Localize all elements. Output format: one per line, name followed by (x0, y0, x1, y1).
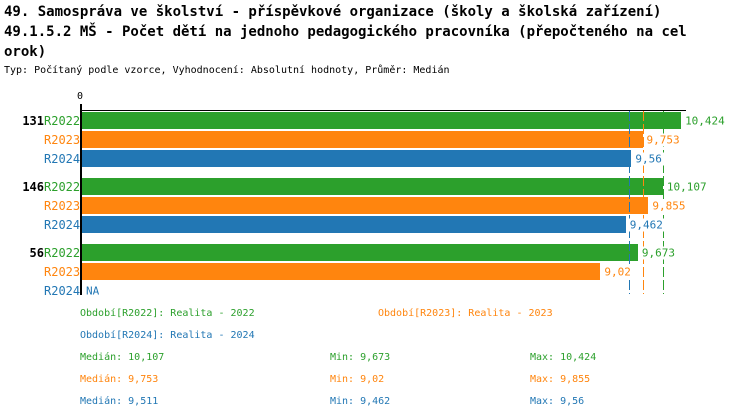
period-label: R2023 (44, 132, 81, 147)
group-label: 146 (22, 179, 44, 194)
bar-zone: 9,56 (82, 150, 750, 167)
bar-value-label: 9,462 (627, 218, 665, 231)
bar-rows: 131 R2022 10,424 R2023 9,753 R2024 9,56 146 R202… (0, 112, 750, 301)
group-label: 131 (22, 113, 44, 128)
bar-row: R2024 9,56 (0, 150, 750, 167)
period-label: R2024 (44, 283, 81, 298)
stat-min-r2024: Min: 9,462 (330, 396, 391, 407)
chart-title-line-3: orok) (4, 44, 47, 60)
period-label: R2024 (44, 151, 81, 166)
bar-value-label: 10,424 (683, 114, 727, 127)
stat-median-r2022: Medián: 10,107 (80, 352, 165, 363)
bar-row: R2023 9,753 (0, 131, 750, 148)
bar-row: 146 R2022 10,107 (0, 178, 750, 195)
bar-zone: 9,855 (82, 197, 750, 214)
bar-row: R2023 9,02 (0, 263, 750, 280)
bar-zone: 10,107 (82, 178, 750, 195)
bar-zone: NA (82, 282, 750, 299)
bar-value-label: 10,107 (664, 180, 709, 193)
chart-title-line-1: 49. Samospráva ve školství - příspěvkové… (4, 4, 662, 20)
stat-max-r2023: Max: 9,855 (530, 374, 591, 385)
bar-value-label: 9,855 (650, 199, 688, 212)
median-line-r2023 (642, 111, 644, 294)
bar-zone: 9,462 (82, 216, 750, 233)
bar-row: R2024 9,462 (0, 216, 750, 233)
stat-min-r2023: Min: 9,02 (330, 374, 385, 385)
chart-meta: Typ: Počítaný podle vzorce, Vyhodnocení:… (4, 65, 450, 76)
bar-row: 56 R2022 9,673 (0, 244, 750, 261)
bar-value-label: 9,02 (602, 265, 633, 278)
period-label: R2022 (44, 113, 81, 128)
na-label: NA (86, 284, 100, 297)
stat-max-r2024: Max: 9,56 (530, 396, 585, 407)
legend-r2023: Období[R2023]: Realita - 2023 (378, 308, 553, 319)
bar-zone: 9,753 (82, 131, 750, 148)
stat-median-r2024: Medián: 9,511 (80, 396, 159, 407)
bar-zone: 9,02 (82, 263, 750, 280)
bar-r2023 (82, 197, 649, 214)
bar-r2022 (82, 178, 663, 195)
stat-min-r2022: Min: 9,673 (330, 352, 391, 363)
bar-r2023 (82, 263, 601, 280)
stat-median-r2023: Medián: 9,753 (80, 374, 159, 385)
bar-r2023 (82, 131, 643, 148)
bar-row: 131 R2022 10,424 (0, 112, 750, 129)
x-axis-zero-tick: 0 (77, 91, 84, 102)
median-line-r2024 (628, 111, 630, 294)
bar-r2024 (82, 150, 632, 167)
legend-r2022: Období[R2022]: Realita - 2022 (80, 308, 255, 319)
bar-value-label: 9,56 (633, 152, 664, 165)
bar-r2022 (82, 112, 682, 129)
bar-row: R2023 9,855 (0, 197, 750, 214)
x-axis-top-line (80, 110, 686, 111)
bar-r2022 (82, 244, 638, 261)
bar-zone: 10,424 (82, 112, 750, 129)
period-label: R2024 (44, 217, 81, 232)
chart-title-line-2: 49.1.5.2 MŠ - Počet dětí na jednoho peda… (4, 24, 687, 40)
bar-zone: 9,673 (82, 244, 750, 261)
period-label: R2022 (44, 245, 81, 260)
bar-r2024 (82, 216, 626, 233)
period-label: R2023 (44, 264, 81, 279)
bar-row: R2024 NA (0, 282, 750, 299)
legend-r2024: Období[R2024]: Realita - 2024 (80, 330, 255, 341)
group-label: 56 (29, 245, 44, 260)
bar-value-label: 9,753 (644, 133, 682, 146)
bar-chart-plot: 0 131 R2022 10,424 R2023 9,753 R2024 9,56 146 R2… (0, 91, 750, 310)
period-label: R2023 (44, 198, 81, 213)
bar-value-label: 9,673 (639, 246, 678, 259)
period-label: R2022 (44, 179, 81, 194)
y-axis-line (80, 104, 82, 295)
stat-max-r2022: Max: 10,424 (530, 352, 597, 363)
